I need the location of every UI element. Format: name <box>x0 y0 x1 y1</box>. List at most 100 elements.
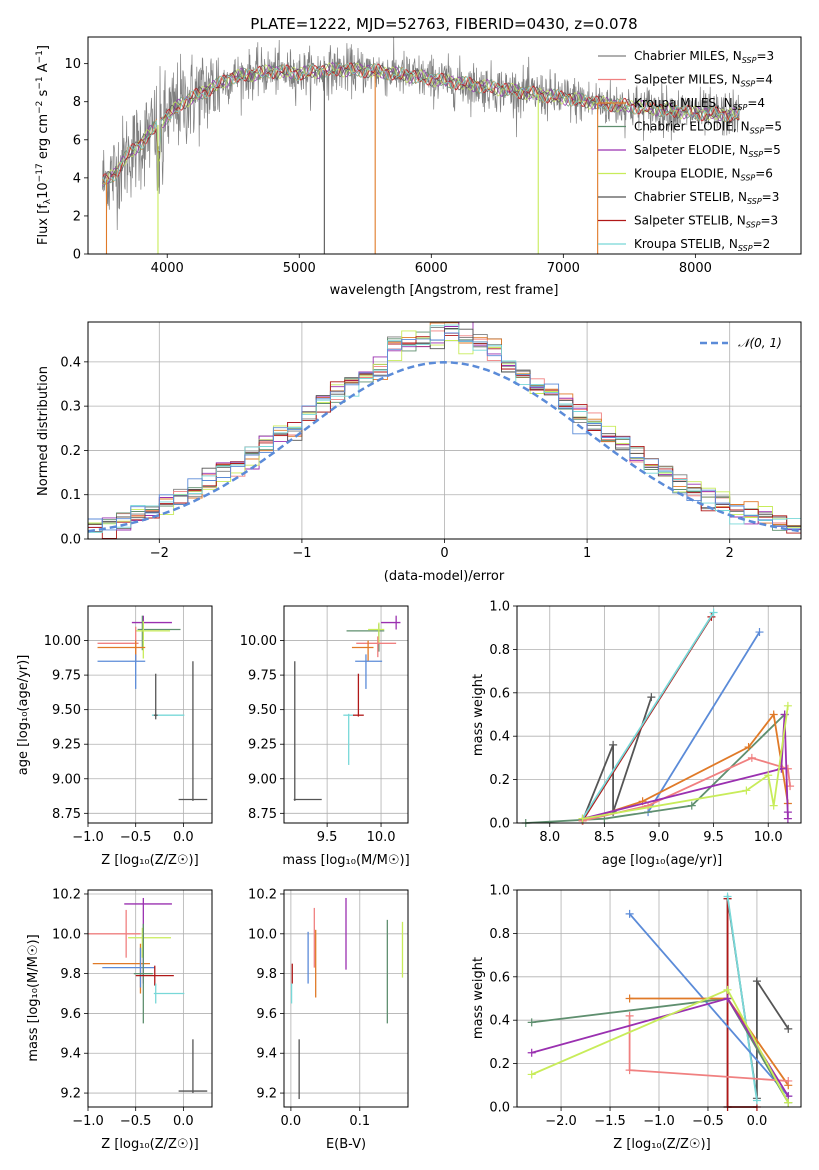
residuals-plot-area: −2 −1 0 1 2 0.0 0.1 0.2 0.3 0.4 <box>60 321 802 561</box>
axes-frame <box>283 605 409 824</box>
data-point <box>723 985 732 994</box>
mass-weight-vs-Z-panel: −2.0 −1.5 −1.0 −0.5 0.0 0.0 0.2 0.4 0.6 0.8 1.0 <box>489 884 802 1129</box>
mass-vs-Z-ylabel: mass [log₁₀(M/M☉)] <box>26 934 41 1061</box>
x-tick-label: −0.5 <box>692 1114 724 1129</box>
data-point <box>527 1070 536 1079</box>
y-tick-label: 9.25 <box>248 738 277 753</box>
axes-frame <box>283 889 409 1108</box>
y-tick-label: 9.50 <box>248 703 277 718</box>
y-tick-label: 0.6 <box>489 970 510 985</box>
axes-frame <box>87 36 802 255</box>
data-point <box>769 801 778 810</box>
axes-frame <box>516 889 802 1108</box>
y-tick-label: 10.0 <box>52 927 81 942</box>
data-point <box>723 892 732 901</box>
x-tick-label: 10.0 <box>754 830 783 845</box>
data-point <box>723 994 732 1003</box>
x-tick-label: 7000 <box>547 261 580 276</box>
y-tick-label: 0.4 <box>60 355 81 370</box>
y-tick-label: 10 <box>64 57 81 72</box>
data-point <box>783 808 792 817</box>
data-point <box>709 608 718 617</box>
x-tick-label: −1 <box>292 546 311 561</box>
legend-label: Chabrier ELODIE, NSSP=5 <box>634 120 782 136</box>
data-point <box>769 710 778 719</box>
mass-vs-ebv-panel: 0.0 0.1 9.2 9.4 9.6 9.8 10.0 10.2 <box>248 887 409 1129</box>
x-tick-label: 0.0 <box>173 1114 194 1129</box>
y-tick-label: 0.2 <box>489 1057 510 1072</box>
data-point <box>783 701 792 710</box>
data-point <box>784 1024 793 1033</box>
y-tick-label: 0.8 <box>489 927 510 942</box>
series-line <box>581 696 653 822</box>
series-line <box>647 631 761 813</box>
x-tick-label: −2.0 <box>545 1114 577 1129</box>
spectrum-panel: PLATE=1222, MJD=52763, FIBERID=0430, z=0… <box>35 15 802 298</box>
axes-frame <box>516 605 802 824</box>
y-tick-label: 9.2 <box>60 1087 81 1102</box>
mw-Z-xlabel: Z [log₁₀(Z/Z☉)] <box>613 1137 710 1152</box>
x-tick-label: 10.0 <box>367 830 396 845</box>
x-tick-label: 6000 <box>415 261 448 276</box>
series-line <box>726 896 758 1101</box>
mass-vs-Z-xlabel: Z [log₁₀(Z/Z☉)] <box>101 1137 198 1152</box>
legend-label: Kroupa MILES, NSSP=4 <box>634 96 765 112</box>
hist-step <box>88 332 801 532</box>
hist-bars <box>88 322 801 539</box>
x-tick-label: 1 <box>583 546 591 561</box>
y-tick-label: 8.75 <box>52 807 81 822</box>
normal-curve <box>88 361 801 533</box>
legend-label: Salpeter ELODIE, NSSP=5 <box>634 143 781 159</box>
data-point <box>784 1098 793 1107</box>
data-point <box>625 1011 634 1020</box>
y-tick-label: 8 <box>73 95 81 110</box>
spectrum-plot-area: 4000 5000 6000 7000 8000 0 2 4 6 8 10 <box>64 36 802 276</box>
x-tick-label: 9.0 <box>649 830 670 845</box>
data-point <box>625 1066 634 1075</box>
y-tick-label: 2 <box>73 209 81 224</box>
y-tick-label: 9.6 <box>60 1007 81 1022</box>
y-tick-label: 9.75 <box>52 669 81 684</box>
residuals-legend: 𝒩(0, 1) <box>700 336 782 350</box>
age-vs-Z-panel: −1.0 −0.5 0.0 8.75 9.00 9.25 9.50 9.75 10.00 <box>44 605 213 845</box>
y-tick-label: 0.8 <box>489 643 510 658</box>
y-tick-label: 0.0 <box>60 533 81 548</box>
y-tick-label: 0.0 <box>489 817 510 832</box>
x-tick-label: 8.5 <box>594 830 615 845</box>
x-tick-label: 0.0 <box>747 1114 768 1129</box>
series-line-model <box>102 62 740 183</box>
x-tick-label: 9.5 <box>703 830 724 845</box>
x-tick-label: 0 <box>440 546 448 561</box>
series-line <box>628 913 789 1097</box>
y-tick-label: 9.2 <box>256 1087 277 1102</box>
x-tick-label: −1.0 <box>72 1114 104 1129</box>
x-tick-label: 2 <box>726 546 734 561</box>
y-tick-label: 1.0 <box>489 600 510 615</box>
x-tick-label: −2 <box>150 546 169 561</box>
series-line <box>628 1015 789 1082</box>
mw-age-xlabel: age [log₁₀(age/yr)] <box>602 853 723 868</box>
y-tick-label: 9.75 <box>248 669 277 684</box>
y-tick-label: 9.25 <box>52 738 81 753</box>
data-point <box>527 1048 536 1057</box>
x-tick-label: −1.5 <box>594 1114 626 1129</box>
data-point <box>755 628 764 637</box>
x-tick-label: 0.0 <box>281 1114 302 1129</box>
x-tick-label: −1.0 <box>72 830 104 845</box>
legend-label: Salpeter STELIB, NSSP=3 <box>634 214 778 230</box>
y-tick-label: 10.0 <box>248 927 277 942</box>
data-point <box>625 909 634 918</box>
axes-frame <box>87 321 802 540</box>
y-tick-label: 10.2 <box>52 887 81 902</box>
y-tick-label: 9.8 <box>60 967 81 982</box>
x-tick-label: −1.0 <box>643 1114 675 1129</box>
legend-label: Chabrier MILES, NSSP=3 <box>634 49 774 65</box>
series-line <box>525 713 786 824</box>
y-tick-label: 0.2 <box>489 773 510 788</box>
hist-step <box>88 324 801 533</box>
legend-label: Kroupa ELODIE, NSSP=6 <box>634 167 773 183</box>
series-line-model <box>102 62 740 179</box>
y-tick-label: 1.0 <box>489 884 510 899</box>
data-point <box>747 753 756 762</box>
